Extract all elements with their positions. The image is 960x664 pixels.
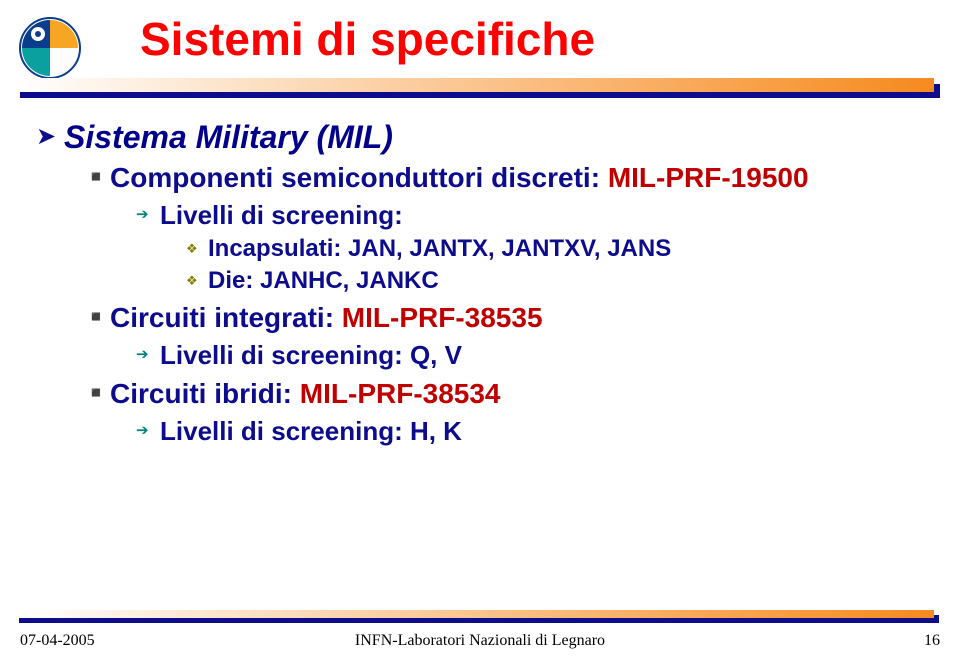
square-icon: ◾: [86, 300, 102, 336]
footer-center: INFN-Laboratori Nazionali di Legnaro: [20, 632, 940, 650]
l1-text: Sistema Military (MIL): [64, 118, 393, 156]
l4-text: Die: JANHC, JANKC: [208, 266, 439, 296]
diamond-icon: ❖: [186, 234, 200, 264]
title-underline: [14, 78, 934, 100]
spec-code: MIL-PRF-38535: [342, 302, 543, 333]
footer-underline: [14, 610, 934, 620]
bullet-l4: ❖ Incapsulati: JAN, JANTX, JANTXV, JANS: [186, 234, 924, 264]
square-icon: ◾: [86, 376, 102, 412]
l2-text: Circuiti integrati: MIL-PRF-38535: [110, 300, 543, 336]
l3-text: Livelli di screening: Q, V: [160, 338, 462, 372]
l3-text: Livelli di screening: H, K: [160, 414, 462, 448]
bullet-l2: ◾ Componenti semiconduttori discreti: MI…: [86, 160, 924, 196]
arrow-icon: ➔: [136, 198, 152, 232]
bullet-l3: ➔ Livelli di screening: Q, V: [136, 338, 924, 372]
text: Circuiti integrati:: [110, 302, 334, 333]
l2-text: Circuiti ibridi: MIL-PRF-38534: [110, 376, 501, 412]
square-icon: ◾: [86, 160, 102, 196]
l2-text: Componenti semiconduttori discreti: MIL-…: [110, 160, 809, 196]
arrow-icon: ➔: [136, 414, 152, 448]
bullet-l2: ◾ Circuiti integrati: MIL-PRF-38535: [86, 300, 924, 336]
text: Componenti semiconduttori discreti:: [110, 162, 600, 193]
text: Circuiti ibridi:: [110, 378, 292, 409]
bullet-l3: ➔ Livelli di screening:: [136, 198, 924, 232]
footer-page: 16: [924, 632, 940, 650]
diamond-icon: ❖: [186, 266, 200, 296]
slide: Sistemi di specifiche ➤ Sistema Military…: [0, 0, 960, 664]
content: ➤ Sistema Military (MIL) ◾ Componenti se…: [36, 112, 924, 448]
l4-text: Incapsulati: JAN, JANTX, JANTXV, JANS: [208, 234, 671, 264]
footer: 07-04-2005 INFN-Laboratori Nazionali di …: [20, 630, 940, 652]
bullet-l2: ◾ Circuiti ibridi: MIL-PRF-38534: [86, 376, 924, 412]
bullet-l4: ❖ Die: JANHC, JANKC: [186, 266, 924, 296]
l3-text: Livelli di screening:: [160, 198, 403, 232]
slide-title: Sistemi di specifiche: [140, 12, 595, 66]
arrow-icon: ➔: [136, 338, 152, 372]
bullet-l1: ➤ Sistema Military (MIL): [36, 118, 924, 156]
chevron-icon: ➤: [36, 118, 54, 156]
spec-code: MIL-PRF-19500: [608, 162, 809, 193]
logo-icon: [18, 16, 82, 80]
bullet-l3: ➔ Livelli di screening: H, K: [136, 414, 924, 448]
spec-code: MIL-PRF-38534: [300, 378, 501, 409]
footer-date: 07-04-2005: [20, 632, 95, 650]
